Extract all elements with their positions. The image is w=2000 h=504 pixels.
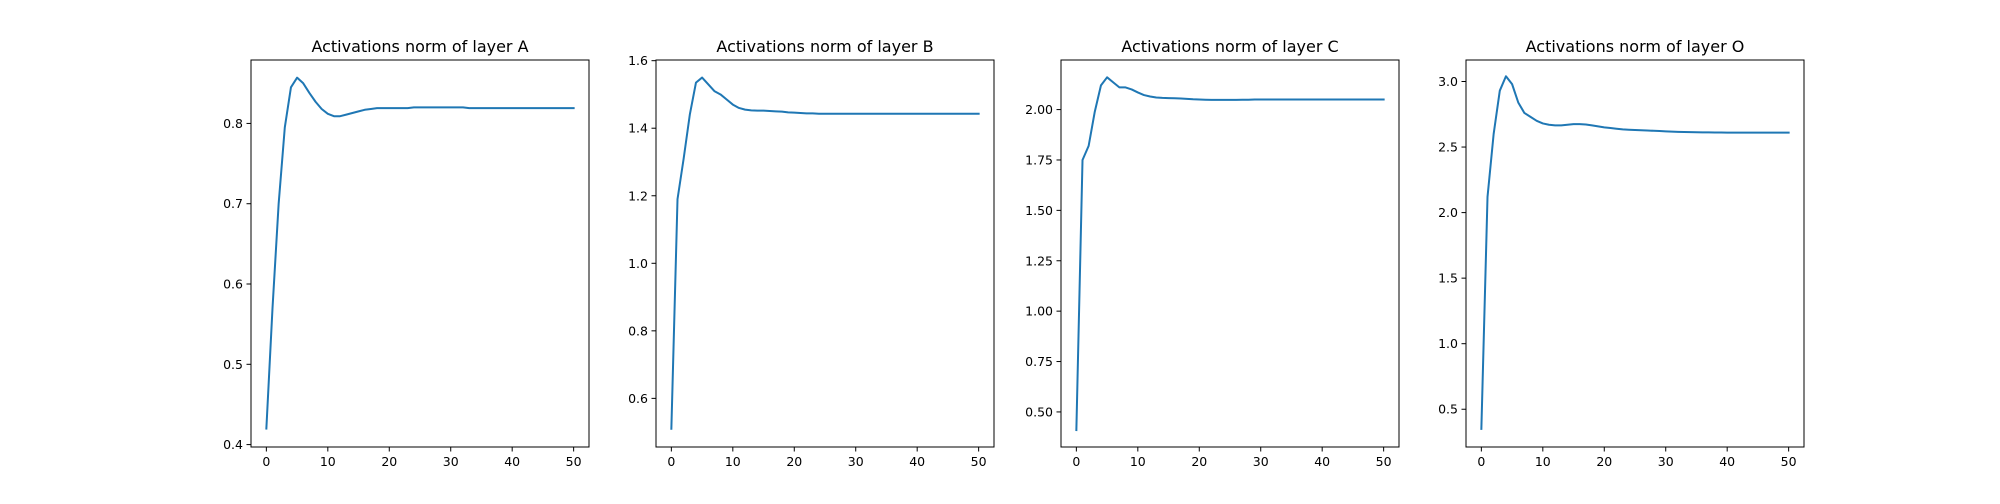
chart-title-c: Activations norm of layer C [1121,37,1338,56]
x-tick-label: 30 [1253,454,1269,469]
x-tick-label: 30 [848,454,864,469]
chart-title-a: Activations norm of layer A [311,37,528,56]
series-line-a [265,76,575,430]
x-tick-label: 40 [504,454,520,469]
y-tick-label: 1.75 [1025,152,1053,167]
y-tick-label: 1.2 [628,188,648,203]
x-tick-label: 0 [1072,454,1080,469]
x-tick-label: 10 [1130,454,1146,469]
y-tick-label: 1.0 [628,256,648,271]
y-tick-label: 0.6 [628,391,648,406]
x-tick-label: 20 [1596,454,1612,469]
chart-title-b: Activations norm of layer B [716,37,933,56]
x-tick-label: 0 [262,454,270,469]
x-tick-label: 20 [786,454,802,469]
chart-panel-a: Activations norm of layer A 0 10 20 30 40 50 0.… [223,37,590,469]
x-tick-label: 10 [1535,454,1551,469]
series-line-o [1480,75,1790,430]
x-tick-label: 50 [1376,454,1392,469]
chart-panel-c: Activations norm of layer C 0 10 20 30 40 50 0.… [1025,37,1400,469]
y-tick-label: 0.8 [628,323,648,338]
y-tick-label: 0.75 [1025,354,1053,369]
y-tick-label: 3.0 [1438,74,1458,89]
x-tick-label: 10 [320,454,336,469]
y-tick-label: 1.50 [1025,203,1053,218]
x-tick-label: 30 [443,454,459,469]
y-tick-label: 1.4 [628,121,648,136]
y-tick-label: 0.50 [1025,404,1053,419]
chart-title-o: Activations norm of layer O [1526,37,1745,56]
x-tick-label: 50 [971,454,987,469]
series-line-c [1075,76,1385,432]
y-tick-label: 0.4 [223,437,243,452]
axes-frame-c [1060,59,1400,448]
axes-frame-o [1465,59,1805,448]
y-tick-label: 1.00 [1025,304,1053,319]
chart-panel-b: Activations norm of layer B 0 10 20 30 40 50 0.… [628,37,995,469]
axes-frame-b [655,59,995,448]
y-tick-label: 1.0 [1438,336,1458,351]
x-tick-label: 0 [667,454,675,469]
x-tick-label: 40 [1719,454,1735,469]
chart-panel-o: Activations norm of layer O 0 10 20 30 40 50 0.… [1438,37,1805,469]
x-tick-label: 20 [381,454,397,469]
x-tick-label: 40 [909,454,925,469]
x-tick-label: 50 [566,454,582,469]
x-tick-label: 10 [725,454,741,469]
axes-frame-a [250,59,590,448]
x-tick-label: 0 [1477,454,1485,469]
x-tick-label: 50 [1781,454,1797,469]
x-tick-label: 20 [1191,454,1207,469]
series-line-b [670,76,980,430]
y-tick-label: 1.5 [1438,271,1458,286]
x-tick-label: 40 [1314,454,1330,469]
y-tick-label: 2.00 [1025,102,1053,117]
y-tick-label: 2.0 [1438,205,1458,220]
x-tick-label: 30 [1658,454,1674,469]
y-tick-label: 1.25 [1025,253,1053,268]
y-tick-label: 0.8 [223,116,243,131]
y-tick-label: 2.5 [1438,140,1458,155]
y-tick-label: 0.5 [1438,402,1458,417]
y-tick-label: 0.5 [223,357,243,372]
y-tick-label: 0.7 [223,196,243,211]
y-tick-label: 0.6 [223,277,243,292]
y-tick-label: 1.6 [628,53,648,68]
